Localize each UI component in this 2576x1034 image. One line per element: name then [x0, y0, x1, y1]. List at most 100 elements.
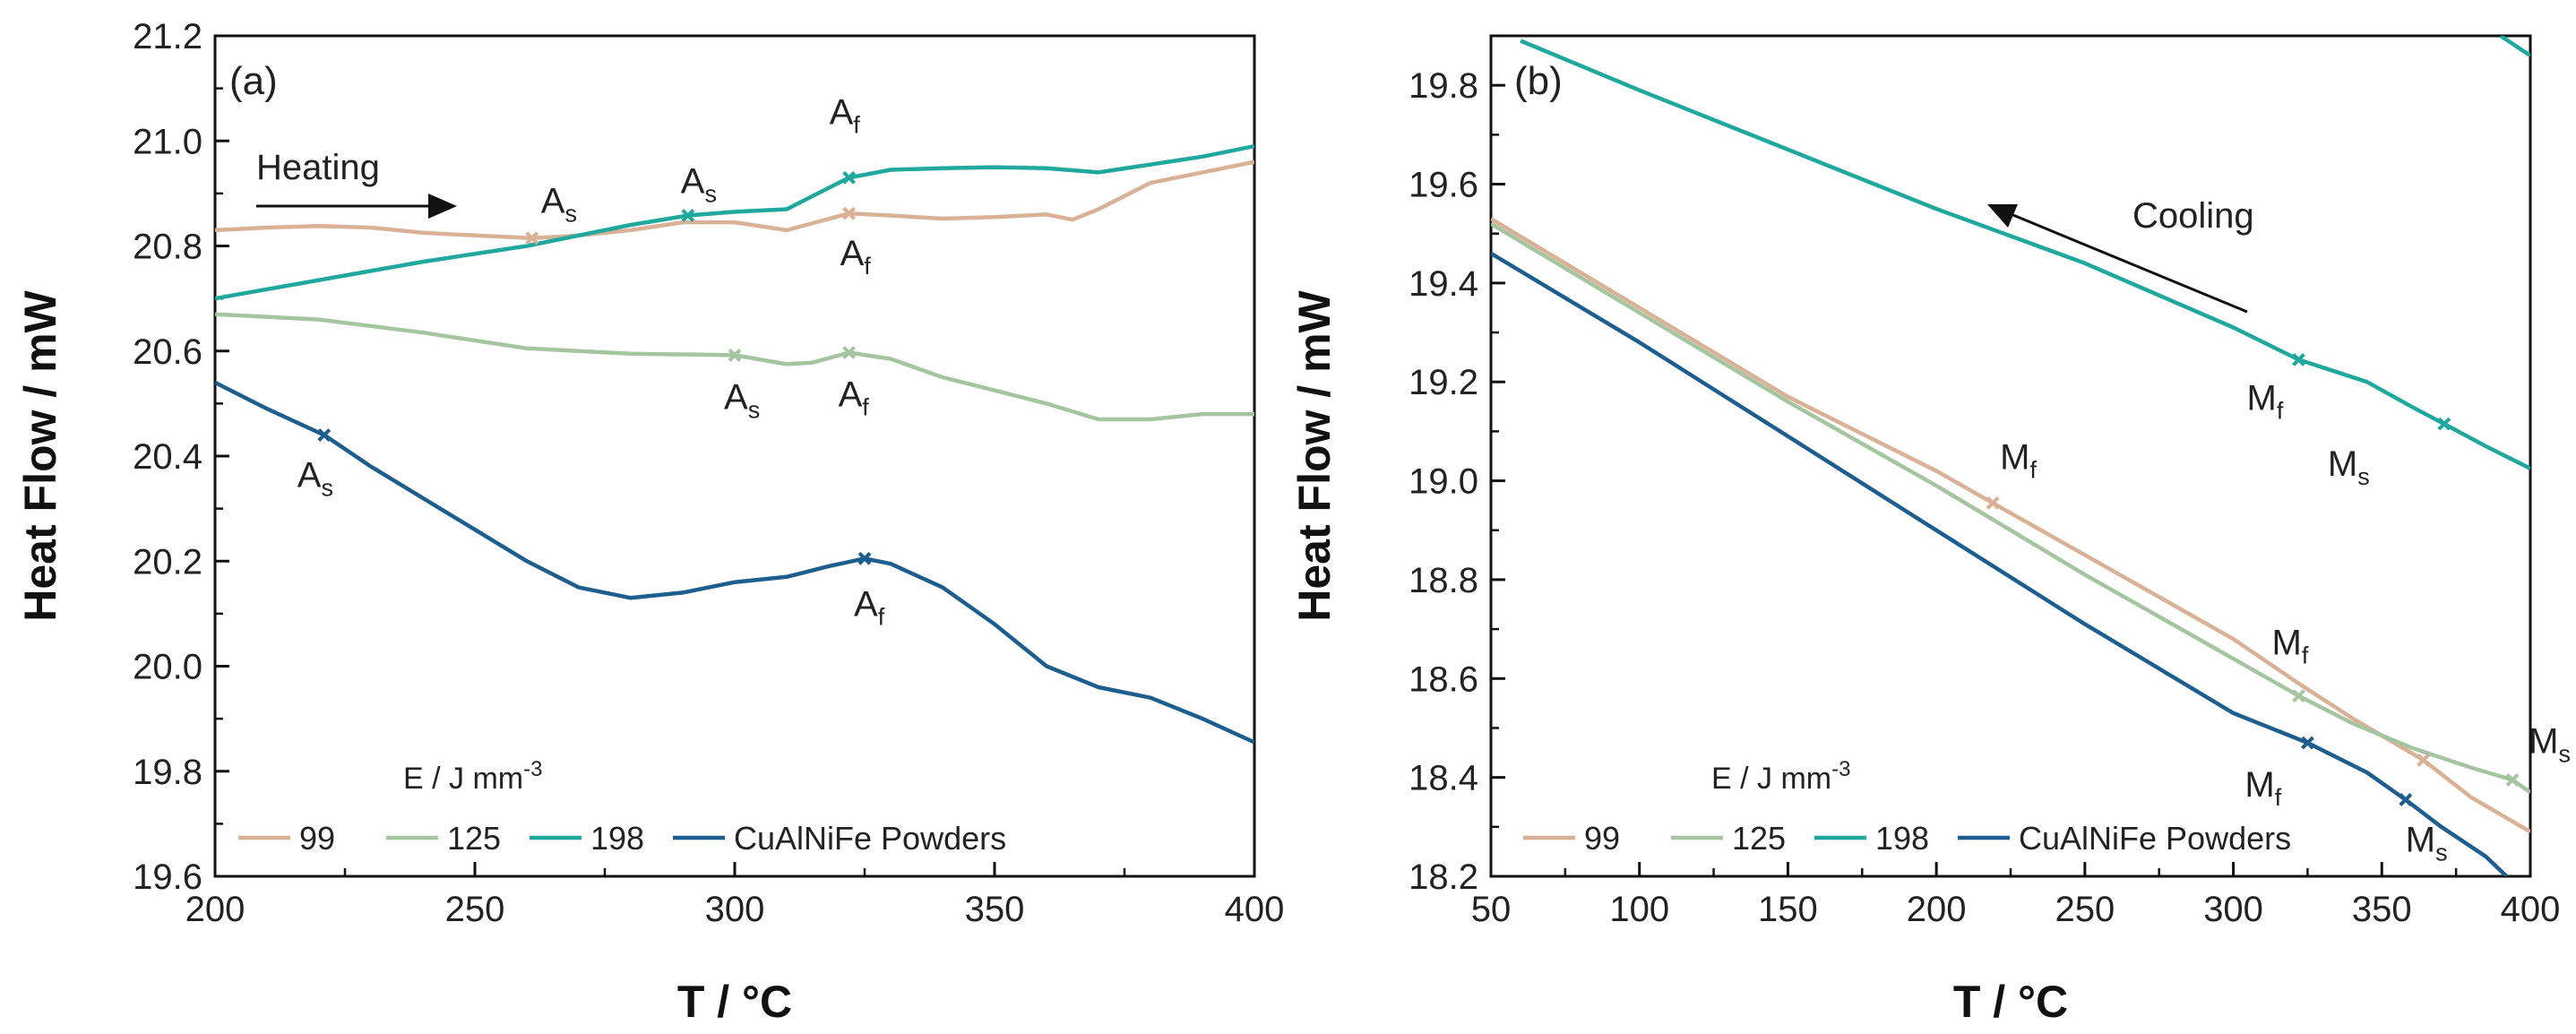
transition-marker	[842, 170, 857, 185]
series-line-cualnife-powders	[1491, 251, 2509, 876]
legend-label: 99	[1584, 820, 1620, 857]
y-tick-label: 19.4	[1409, 264, 1478, 304]
y-tick-label: 20.8	[133, 228, 202, 267]
y-tick-label: 19.6	[1409, 166, 1478, 205]
series-line-99	[1491, 217, 2530, 834]
x-tick-label: 400	[1225, 890, 1285, 929]
legend-entry: 198	[1814, 820, 1929, 857]
axis-ticks-b: 50 100 150 200 250 300 350 400 18.2 18.4 18.6 18.8 1…	[1409, 66, 2560, 929]
legend-entry: CuAlNiFe Powders	[1958, 820, 2291, 857]
y-tick-label: 19.6	[133, 857, 202, 897]
legend-label: 99	[299, 820, 335, 857]
series-line-198	[215, 143, 1254, 301]
y-axis-label-b: Heat Flow / mW	[1289, 289, 1340, 621]
series-line-tail	[2499, 36, 2530, 57]
transition-label: Ms	[2406, 820, 2448, 866]
transition-marker	[2292, 689, 2305, 703]
y-tick-label: 20.6	[133, 332, 202, 372]
x-axis-label-b: T / °C	[1953, 977, 2068, 1027]
transition-marker	[2301, 736, 2314, 750]
series-line-198	[1520, 39, 2530, 470]
x-tick-label: 250	[445, 890, 505, 929]
transition-label: As	[297, 456, 333, 502]
legend-label: 198	[1875, 820, 1929, 857]
x-tick-label: 50	[1471, 890, 1512, 929]
transition-marker	[2417, 753, 2431, 767]
cooling-arrow-shaft	[2008, 211, 2248, 314]
legend-title-a: E / J mm-3	[403, 757, 542, 796]
legend-entry: 125	[386, 820, 501, 857]
transition-marker	[2505, 772, 2520, 787]
transition-marker	[728, 349, 742, 362]
markers-b: Mf Mf Ms Mf Ms Mf Ms	[1986, 352, 2571, 866]
legend-entry: 99	[238, 820, 335, 857]
x-tick-label: 300	[2203, 890, 2263, 929]
transition-label: Ms	[2328, 444, 2370, 490]
chart-panel-a: 200 250 300 350 400 19.6 19.8 20.0 20.2 20.4 20.6 2…	[15, 17, 1284, 1027]
legend-entry: 99	[1523, 820, 1620, 857]
heating-label: Heating	[256, 148, 380, 187]
transition-marker	[1986, 496, 2000, 510]
legend-entry: 125	[1671, 820, 1786, 857]
transition-label: Mf	[2000, 437, 2037, 483]
transition-label: Af	[840, 234, 872, 280]
x-tick-label: 300	[705, 890, 765, 929]
transition-marker	[857, 551, 872, 565]
transition-marker	[681, 209, 695, 222]
y-tick-label: 18.4	[1409, 759, 1478, 798]
panel-label-b: (b)	[1514, 59, 1563, 103]
transition-label: Af	[854, 584, 885, 630]
transition-label: Ms	[2529, 721, 2571, 767]
legend-entry: 198	[530, 820, 644, 857]
x-tick-label: 100	[1609, 890, 1669, 929]
transition-label: As	[681, 161, 717, 207]
x-tick-label: 150	[1758, 890, 1818, 929]
y-tick-label: 18.6	[1409, 659, 1478, 699]
legend-label: CuAlNiFe Powders	[734, 820, 1006, 857]
legend-label: CuAlNiFe Powders	[2019, 820, 2291, 857]
transition-label: Mf	[2271, 624, 2308, 669]
series-line-125	[1491, 221, 2530, 795]
markers-a: As Af As Af As Af As Af	[297, 92, 885, 630]
transition-marker	[2292, 352, 2305, 366]
legend-a: E / J mm-3 99 125 198 CuAlNiFe Powders	[238, 757, 1006, 857]
legend-label: 198	[590, 820, 644, 857]
cooling-label: Cooling	[2132, 196, 2254, 236]
axis-ticks-a: 200 250 300 350 400 19.6 19.8 20.0 20.2 20.4 20.6 2…	[133, 17, 1284, 929]
y-tick-label: 19.8	[133, 753, 202, 792]
heating-arrow-head-icon	[428, 194, 457, 219]
x-tick-label: 200	[185, 890, 246, 929]
panel-label-a: (a)	[229, 59, 278, 103]
transition-marker	[842, 206, 857, 220]
series-lines-b	[1491, 36, 2530, 876]
legend-b: E / J mm-3 99 125 198 CuAlNiFe Powders	[1523, 757, 2291, 857]
transition-label: Af	[830, 92, 861, 138]
chart-panel-b: 50 100 150 200 250 300 350 400 18.2 18.4 18.6 18.8 1…	[1289, 34, 2571, 1027]
series-lines-a	[215, 143, 1254, 745]
y-tick-label: 19.0	[1409, 462, 1478, 502]
transition-marker	[842, 346, 857, 359]
x-tick-label: 200	[1907, 890, 1967, 929]
transition-label: Mf	[2244, 765, 2281, 811]
y-tick-label: 19.2	[1409, 363, 1478, 402]
legend-entry: CuAlNiFe Powders	[673, 820, 1006, 857]
y-tick-label: 20.4	[133, 437, 202, 477]
transition-label: As	[541, 182, 577, 228]
transition-marker	[2437, 417, 2451, 431]
series-line-99	[215, 159, 1254, 240]
y-tick-label: 20.2	[133, 542, 202, 582]
y-tick-label: 18.8	[1409, 561, 1478, 600]
x-tick-label: 350	[965, 890, 1025, 929]
y-tick-label: 19.8	[1409, 66, 1478, 106]
x-tick-label: 250	[2055, 890, 2115, 929]
transition-label: As	[724, 377, 760, 423]
y-tick-label: 21.0	[133, 122, 202, 161]
y-tick-label: 21.2	[133, 17, 202, 56]
legend-label: 125	[447, 820, 501, 857]
x-tick-label: 350	[2352, 890, 2412, 929]
legend-title-b: E / J mm-3	[1711, 757, 1850, 796]
y-axis-label-a: Heat Flow / mW	[15, 289, 65, 621]
cooling-arrow-head-icon	[1987, 204, 2018, 228]
series-line-cualnife-powders	[215, 380, 1254, 745]
